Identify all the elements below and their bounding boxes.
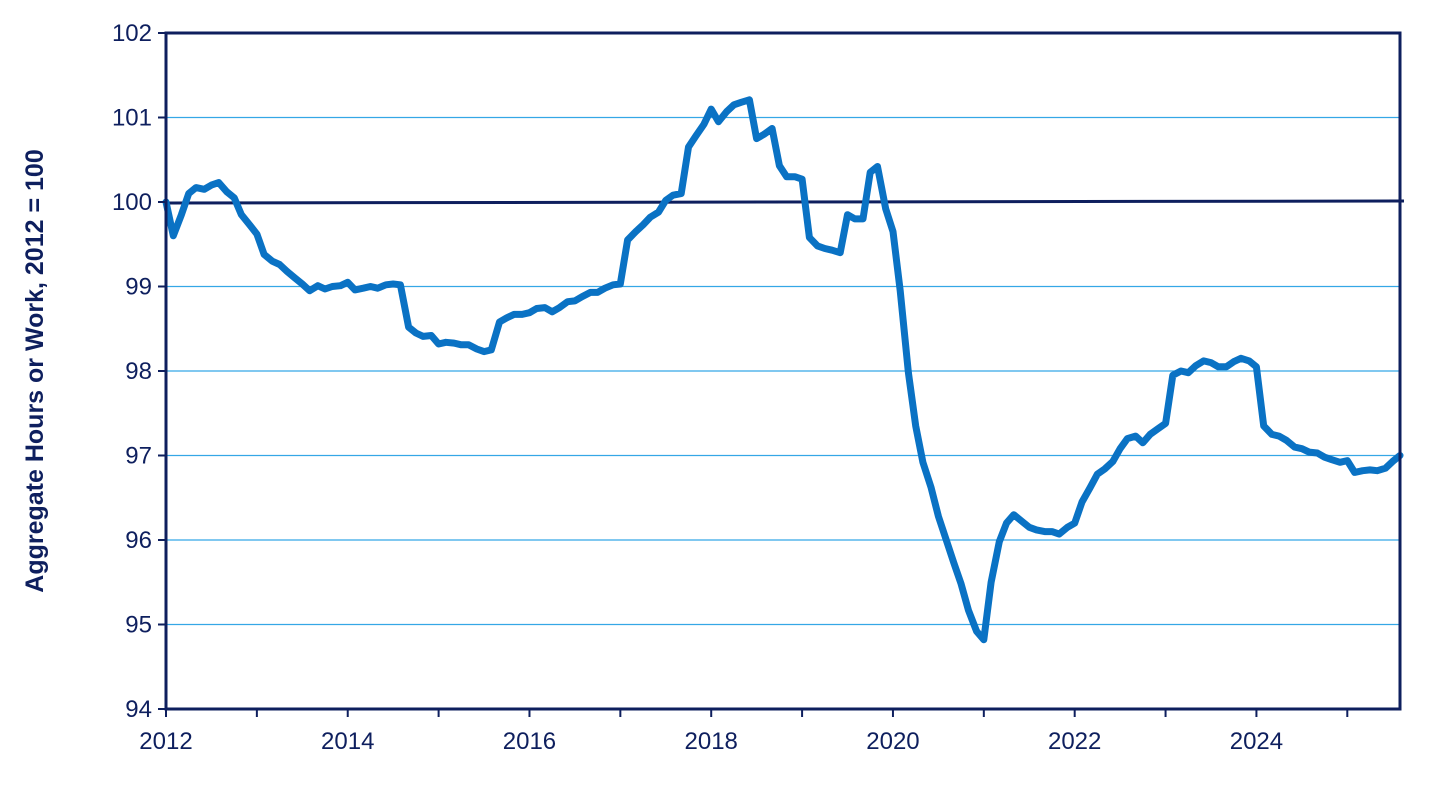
y-tick-label: 97 — [125, 443, 152, 470]
reference-line — [165, 199, 1405, 205]
y-tick-label: 96 — [125, 527, 152, 554]
x-tick-label: 2012 — [139, 728, 192, 755]
x-axis: 2012 2014 2016 2018 2020 2022 2024 — [139, 709, 1349, 755]
y-tick-label: 95 — [125, 612, 152, 639]
x-tick-label: 2018 — [685, 728, 738, 755]
y-tick-label: 99 — [125, 274, 152, 301]
series-line-0 — [162, 96, 1404, 644]
y-tick-label: 100 — [112, 189, 152, 216]
y-tick-label: 102 — [112, 20, 152, 47]
gridlines — [166, 32, 1400, 626]
reference-line-group — [165, 199, 1405, 205]
x-tick-label: 2024 — [1230, 728, 1283, 755]
y-axis: 94 95 96 97 98 99 100 101 102 — [112, 20, 166, 723]
x-tick-label: 2022 — [1048, 728, 1101, 755]
y-tick-label: 98 — [125, 358, 152, 385]
y-tick-label: 101 — [112, 105, 152, 132]
x-tick-label: 2020 — [866, 728, 919, 755]
series-group — [162, 96, 1404, 644]
y-tick-label: 94 — [125, 696, 152, 723]
x-tick-label: 2014 — [321, 728, 374, 755]
x-tick-label: 2016 — [503, 728, 556, 755]
y-axis-title: Aggregate Hours or Work, 2012 = 100 — [21, 149, 49, 592]
